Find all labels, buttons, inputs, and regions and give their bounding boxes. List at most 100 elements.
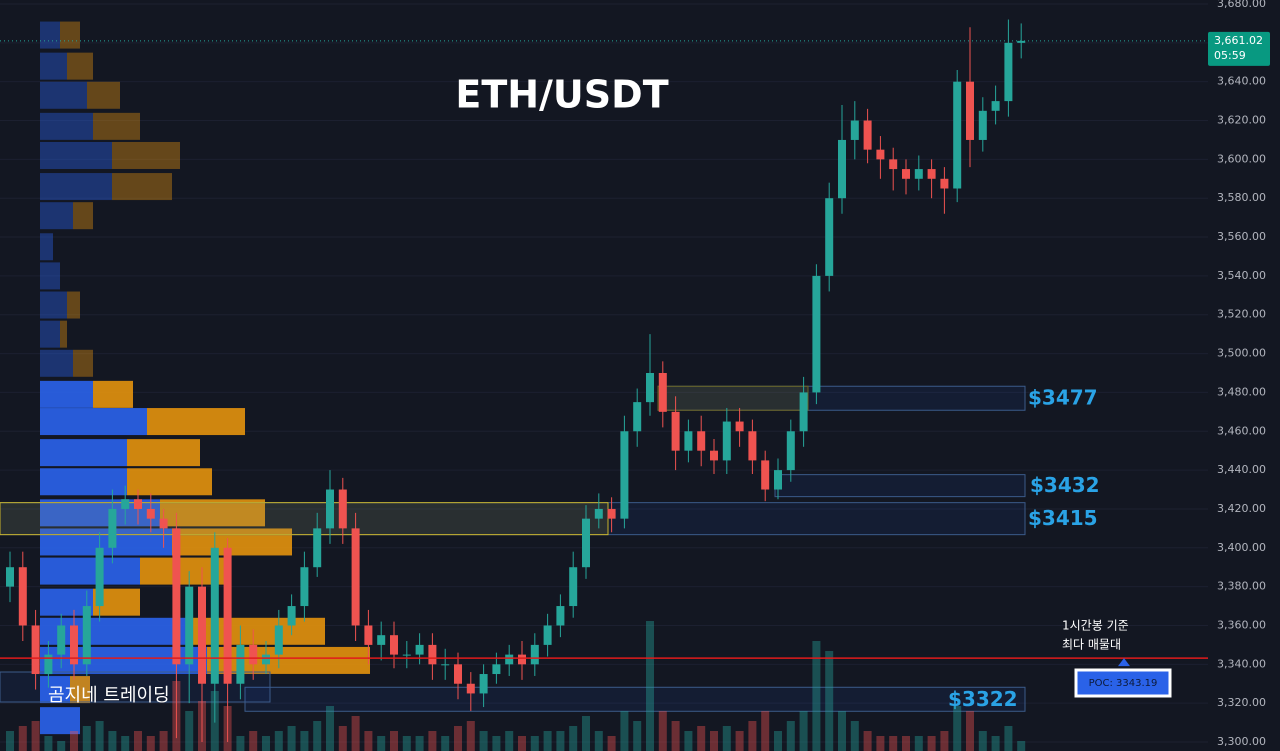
volume-bar: [658, 711, 667, 751]
y-tick-label: 3,560.00: [1217, 230, 1266, 243]
y-tick-label: 3,500.00: [1217, 347, 1266, 360]
zone-label: $3432: [1030, 473, 1100, 497]
profile-buy: [40, 233, 53, 261]
y-tick-label: 3,440.00: [1217, 463, 1266, 476]
candle-body: [786, 431, 795, 471]
volume-bar: [274, 731, 283, 751]
candle-body: [518, 654, 526, 665]
volume-bar: [415, 736, 424, 751]
profile-buy: [40, 380, 93, 408]
y-tick-label: 3,360.00: [1217, 618, 1266, 631]
volume-bar: [236, 736, 245, 751]
candle-body: [364, 625, 373, 645]
volume-bar: [582, 716, 590, 751]
profile-sell: [93, 112, 140, 140]
profile-buy: [40, 676, 70, 704]
candle-body: [1017, 40, 1026, 43]
candle-body: [671, 411, 680, 451]
candle-body: [108, 508, 117, 548]
candle-body: [582, 518, 590, 568]
candle-body: [377, 635, 386, 645]
volume-bar: [492, 736, 501, 751]
zone-label: $3415: [1028, 506, 1098, 530]
candle-body: [684, 431, 693, 451]
annotation: 1시간봉 기준: [1062, 619, 1129, 633]
candle-body: [300, 567, 309, 607]
volume-bar: [351, 716, 360, 751]
profile-sell: [172, 528, 292, 556]
volume-bar: [850, 721, 859, 751]
candle-body: [428, 644, 437, 665]
candle-body: [594, 508, 603, 519]
volume-bar: [607, 736, 616, 751]
candle-body: [326, 489, 334, 529]
candle-body: [479, 674, 488, 694]
candle-body: [454, 664, 462, 684]
candle-body: [198, 586, 206, 684]
zone-label: $3322: [948, 687, 1018, 711]
volume-bar: [402, 736, 411, 751]
candle-body: [249, 644, 258, 665]
candle-body: [799, 392, 808, 432]
volume-bar: [748, 721, 757, 751]
candle-body: [172, 528, 181, 665]
volume-bar: [569, 726, 578, 751]
volume-bar: [940, 731, 949, 751]
y-tick-label: 3,340.00: [1217, 657, 1266, 670]
candle-body: [940, 178, 949, 189]
volume-bar: [57, 741, 66, 751]
candle-body: [850, 120, 859, 140]
candle-body: [146, 508, 155, 519]
candle-body: [262, 654, 270, 665]
candle-body: [722, 421, 731, 461]
candle-body: [748, 431, 757, 461]
volume-bar: [287, 726, 296, 751]
volume-bar: [505, 731, 514, 751]
candle-body: [70, 625, 78, 665]
volume-bar: [684, 731, 693, 751]
poc-pointer: [1118, 658, 1130, 667]
y-tick-label: 3,580.00: [1217, 191, 1266, 204]
profile-sell: [112, 173, 172, 201]
candle-body: [863, 120, 872, 150]
profile-buy: [40, 262, 60, 290]
y-tick-label: 3,620.00: [1217, 114, 1266, 127]
candle-body: [953, 81, 962, 189]
volume-bar: [953, 706, 962, 751]
profile-buy: [40, 408, 147, 436]
zone: [0, 502, 1026, 536]
volume-bar: [594, 731, 603, 751]
y-tick-label: 3,480.00: [1217, 385, 1266, 398]
profile-sell: [70, 676, 90, 704]
profile-buy: [40, 291, 67, 319]
volume-bar: [313, 721, 322, 751]
profile-sell: [73, 202, 93, 230]
volume-bar: [185, 711, 194, 751]
volume-bar: [364, 731, 373, 751]
candle-body: [569, 567, 578, 607]
candle-body: [505, 654, 514, 665]
candle-body: [121, 499, 130, 509]
profile-buy: [40, 468, 127, 496]
profile-buy: [40, 528, 172, 556]
profile-sell: [112, 141, 180, 169]
profile-sell: [60, 21, 80, 49]
profile-buy: [40, 173, 112, 201]
candle-body: [402, 654, 411, 656]
candle-body: [390, 635, 398, 655]
profile-sell: [160, 499, 265, 527]
y-tick-label: 3,540.00: [1217, 269, 1266, 282]
zone-highlight: [657, 385, 809, 411]
volume-bar: [838, 711, 846, 751]
y-tick-label: 3,460.00: [1217, 424, 1266, 437]
volume-bar: [159, 731, 168, 751]
candle-body: [95, 547, 104, 607]
candle-body: [761, 460, 770, 490]
volume-bar: [876, 736, 885, 751]
volume-bar: [671, 721, 680, 751]
volume-bar: [761, 711, 770, 751]
profile-buy: [40, 141, 112, 169]
volume-bar: [863, 731, 872, 751]
y-tick-label: 3,640.00: [1217, 75, 1266, 88]
volume-bar: [31, 721, 40, 751]
